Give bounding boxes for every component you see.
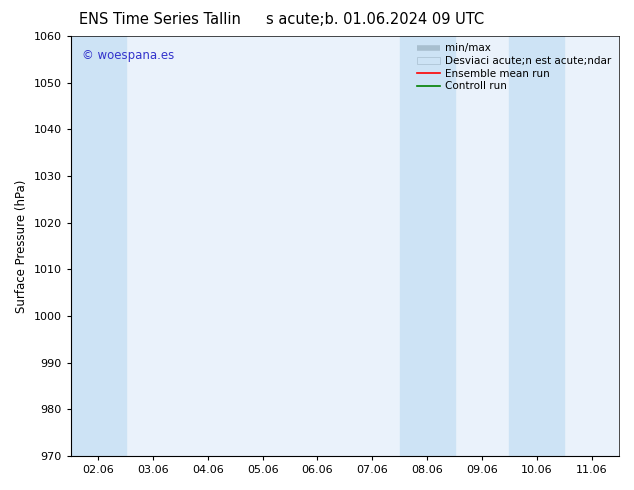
Y-axis label: Surface Pressure (hPa): Surface Pressure (hPa) (15, 179, 28, 313)
Text: s acute;b. 01.06.2024 09 UTC: s acute;b. 01.06.2024 09 UTC (266, 12, 484, 27)
Text: © woespana.es: © woespana.es (82, 49, 174, 62)
Bar (399, 36, 455, 456)
Bar (509, 36, 564, 456)
Legend: min/max, Desviaci acute;n est acute;ndar, Ensemble mean run, Controll run: min/max, Desviaci acute;n est acute;ndar… (415, 41, 614, 93)
Text: ENS Time Series Tallin: ENS Time Series Tallin (79, 12, 241, 27)
Bar (71, 36, 126, 456)
